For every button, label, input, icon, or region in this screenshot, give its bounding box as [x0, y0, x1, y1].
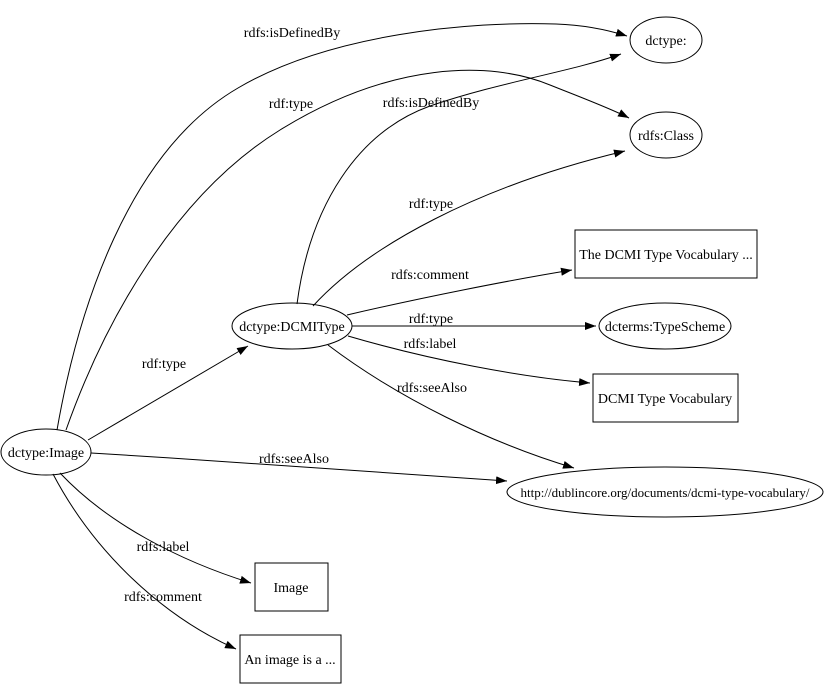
edge-label-img-seealso: rdfs:seeAlso	[259, 452, 329, 467]
edge-image-type-rdfsclass	[65, 69, 630, 431]
node-comment-box-label: The DCMI Type Vocabulary ...	[579, 248, 753, 263]
node-dctype-image-ellipse	[0, 428, 92, 476]
node-image-label-box-label: Image	[274, 581, 309, 596]
node-label-box: DCMI Type Vocabulary	[592, 373, 739, 423]
node-dctype-dcmitype: dctype:DCMIType	[231, 302, 353, 350]
edge-label-img-label: rdfs:label	[137, 540, 190, 555]
node-dctype-dcmitype-ellipse	[231, 302, 353, 350]
node-image-label-box-rect	[254, 562, 329, 612]
edge-label-img-isdefinedby: rdfs:isDefinedBy	[244, 26, 340, 41]
edge-image-comment-box	[52, 473, 237, 650]
edge-label-dcmi-type-scheme: rdf:type	[409, 312, 453, 327]
edge-image-type-dcmitype	[87, 345, 249, 441]
node-dctype-ns-ellipse	[629, 16, 703, 64]
node-dctype-ns: dctype:	[629, 16, 703, 64]
node-seealso-url-ellipse	[506, 466, 824, 518]
node-image-label-box: Image	[254, 562, 329, 612]
node-dctype-ns-label: dctype:	[645, 34, 686, 49]
edge-label-dcmi-isdefinedby: rdfs:isDefinedBy	[383, 96, 479, 111]
node-dctype-image: dctype:Image	[0, 428, 92, 476]
node-rdfs-class: rdfs:Class	[629, 111, 703, 159]
node-dcterms-typescheme-label: dcterms:TypeScheme	[605, 320, 725, 335]
node-image-comment-box: An image is a ...	[239, 634, 342, 684]
node-dctype-image-label: dctype:Image	[8, 446, 84, 461]
node-image-comment-box-rect	[239, 634, 342, 684]
edge-label-dcmi-type-class: rdf:type	[409, 197, 453, 212]
edge-image-seealso-url	[90, 452, 508, 485]
edge-dcmitype-type-rdfsclass	[312, 149, 626, 307]
edge-label-img-type-class: rdf:type	[269, 97, 313, 112]
edge-image-label-box	[59, 472, 252, 584]
node-comment-box: The DCMI Type Vocabulary ...	[574, 229, 758, 279]
edge-image-isdefinedby-dctype	[56, 23, 628, 431]
node-dctype-dcmitype-label: dctype:DCMIType	[239, 320, 345, 335]
edge-dcmitype-label-box	[347, 335, 591, 387]
edge-dcmitype-comment-box	[346, 267, 573, 316]
node-label-box-label: DCMI Type Vocabulary	[598, 392, 732, 407]
node-seealso-url-label: http://dublincore.org/documents/dcmi-typ…	[521, 485, 810, 500]
node-image-comment-box-label: An image is a ...	[244, 653, 335, 668]
node-seealso-url: http://dublincore.org/documents/dcmi-typ…	[506, 466, 824, 518]
node-rdfs-class-ellipse	[629, 111, 703, 159]
node-rdfs-class-label: rdfs:Class	[638, 129, 694, 144]
node-label-box-rect	[592, 373, 739, 423]
edge-label-group: rdfs:isDefinedBy rdf:type rdfs:isDefined…	[124, 26, 479, 605]
edge-dcmitype-seealso-url	[327, 344, 575, 469]
edge-group	[52, 23, 630, 650]
edge-label-img-type-dcmitype: rdf:type	[142, 357, 186, 372]
edge-label-dcmi-comment: rdfs:comment	[391, 268, 469, 283]
node-dcterms-typescheme: dcterms:TypeScheme	[598, 302, 732, 350]
node-dcterms-typescheme-ellipse	[598, 302, 732, 350]
edge-label-dcmi-label: rdfs:label	[404, 337, 457, 352]
edge-dcmitype-isdefinedby-dctype	[296, 53, 622, 305]
edge-label-img-comment: rdfs:comment	[124, 590, 202, 605]
edge-label-dcmi-seealso: rdfs:seeAlso	[397, 381, 467, 396]
node-comment-box-rect	[574, 229, 758, 279]
